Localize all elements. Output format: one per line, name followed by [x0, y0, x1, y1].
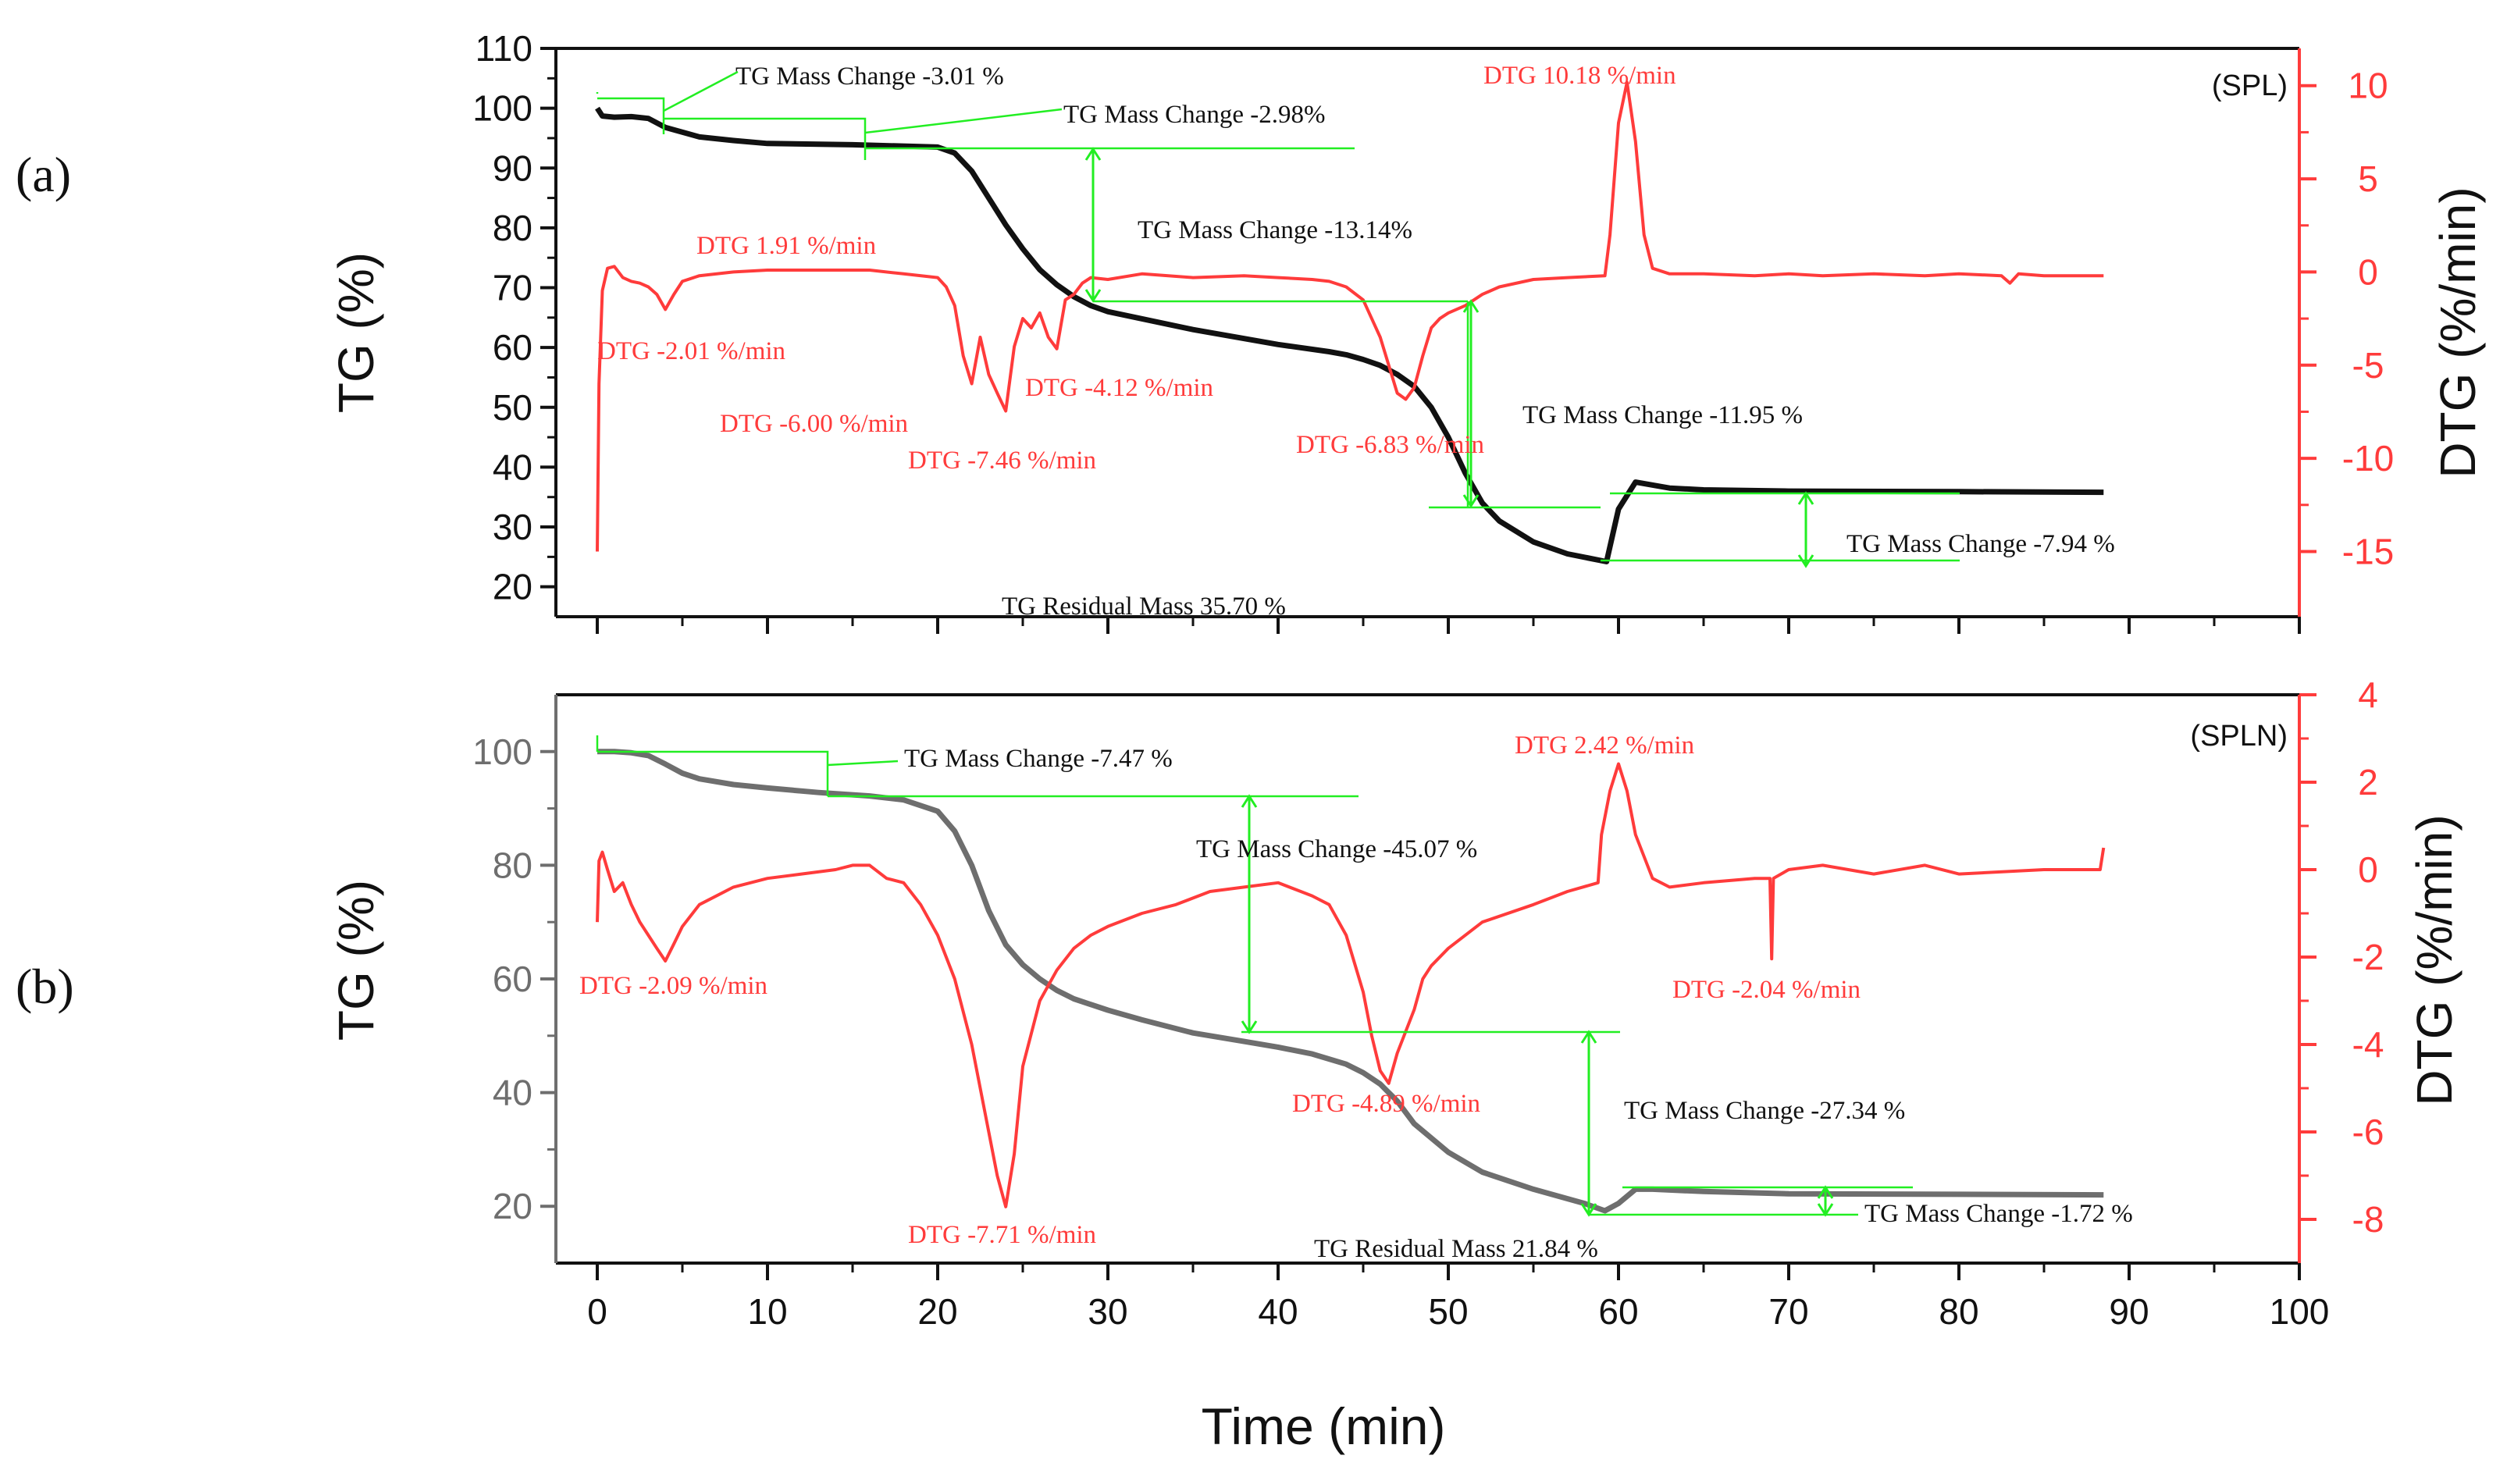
y-left-tick-label: 60	[493, 959, 532, 999]
annotation-arrow-head-up	[1817, 1185, 1834, 1199]
y-right-tick-label: -5	[2352, 345, 2384, 386]
panel-a-label: (a)	[16, 147, 71, 202]
y-left-axis-label: TG (%)	[328, 252, 384, 413]
y-right-tick-label: 0	[2358, 251, 2378, 292]
y-right-tick-label: -2	[2352, 937, 2384, 977]
annotation-guide-line	[827, 760, 899, 767]
y-left-tick-label: 30	[493, 507, 532, 547]
series-line-dtg	[596, 762, 2106, 1208]
annotation-arrow-head-down	[1580, 1203, 1597, 1217]
annotation-guide-line	[864, 108, 1063, 134]
tg-annotation-label: TG Mass Change -27.34 %	[1624, 1097, 1905, 1125]
annotation-arrow-head-up	[1797, 491, 1814, 505]
annotation-arrow-head-down	[1462, 494, 1480, 508]
y-left-tick-label: 100	[472, 731, 532, 772]
y-right-axis-label: DTG (%/min)	[2430, 187, 2486, 478]
x-tick-label: 70	[1768, 1291, 1808, 1332]
annotation-guide-line	[664, 117, 867, 160]
dtg-annotation-label: DTG -2.09 %/min	[579, 972, 767, 1000]
y-right-tick-label: 2	[2358, 762, 2378, 802]
dtg-annotation-label: DTG -7.46 %/min	[908, 447, 1096, 475]
annotation-guide-line	[597, 97, 665, 134]
dtg-annotation-label: DTG -4.89 %/min	[1292, 1090, 1480, 1118]
y-left-tick-label: 20	[493, 1186, 532, 1226]
tg-annotation-label: TG Residual Mass 21.84 %	[1314, 1235, 1598, 1263]
y-left-tick-label: 110	[475, 28, 532, 69]
x-tick-label: 100	[2270, 1291, 2330, 1332]
dtg-annotation-label: DTG 10.18 %/min	[1483, 62, 1676, 90]
chart-panel-spln: 0 10 20 30 40 50 60 70 80 90 10020406080100-8-6-4-…	[328, 674, 2462, 1332]
tg-annotation-label: TG Mass Change -1.72 %	[1864, 1200, 2133, 1228]
panel-b-label: (b)	[16, 959, 74, 1014]
y-right-tick-label: -8	[2352, 1199, 2384, 1240]
x-tick-label: 50	[1428, 1291, 1468, 1332]
annotation-arrow-head-down	[1084, 289, 1102, 303]
y-right-tick-label: -10	[2342, 438, 2394, 479]
series-line-tg	[595, 106, 2104, 564]
dtg-annotation-label: DTG -7.71 %/min	[908, 1221, 1096, 1249]
tg-annotation-label: TG Mass Change -13.14%	[1138, 216, 1412, 244]
tg-annotation-label: TG Mass Change -45.07 %	[1196, 835, 1477, 863]
dtg-annotation-label: DTG 2.42 %/min	[1515, 731, 1694, 760]
y-left-tick-label: 50	[493, 387, 532, 428]
series-line-dtg	[596, 80, 2104, 552]
chart-panel-spl: 20 30 40 50 60 70 80 90 100 110 -15 -10 -5 0 5 10 TG (%)…	[328, 28, 2486, 634]
y-right-tick-label: -4	[2352, 1024, 2384, 1065]
dtg-annotation-label: DTG -6.00 %/min	[720, 410, 908, 438]
tg-annotation-label: TG Mass Change -3.01 %	[735, 62, 1004, 91]
y-left-tick-label: 90	[493, 148, 532, 188]
annotation-arrow-head-down	[1241, 1020, 1258, 1034]
y-right-axis-label: DTG (%/min)	[2406, 814, 2462, 1105]
y-left-axis-label: TG (%)	[328, 880, 384, 1041]
x-tick-label: 60	[1598, 1291, 1638, 1332]
y-left-tick-label: 70	[493, 268, 532, 308]
dtg-annotation-label: DTG -6.83 %/min	[1296, 431, 1484, 459]
series-line-tg	[597, 749, 2104, 1214]
panel-tag: (SPLN)	[2190, 720, 2288, 753]
y-left-tick-label: 40	[493, 447, 532, 487]
tg-annotation-label: TG Mass Change -7.94 %	[1846, 530, 2115, 558]
annotation-arrow-head-down	[1817, 1203, 1834, 1217]
annotation-arrow-head-up	[1580, 1030, 1597, 1044]
y-right-tick-label: -6	[2352, 1112, 2384, 1152]
x-tick-label: 80	[1939, 1291, 1978, 1332]
tg-annotation-label: TG Mass Change -2.98%	[1063, 101, 1325, 129]
y-left-tick-label: 100	[472, 88, 532, 129]
y-right-tick-label: 10	[2348, 66, 2388, 106]
x-tick-label: 40	[1258, 1291, 1298, 1332]
annotation-arrow-head-up	[1462, 299, 1480, 313]
y-left-tick-label: 40	[493, 1073, 532, 1113]
y-left-tick-label: 20	[493, 567, 532, 607]
y-left-tick-label: 80	[493, 208, 532, 248]
dtg-annotation-label: DTG -2.04 %/min	[1672, 976, 1861, 1004]
annotation-guide-line	[663, 70, 739, 112]
tg-annotation-label: TG Mass Change -7.47 %	[904, 745, 1173, 773]
panel-tag: (SPL)	[2212, 69, 2288, 102]
x-axis-label: Time (min)	[1202, 1397, 1446, 1455]
y-left-tick-label: 80	[493, 845, 532, 885]
annotation-guide-line	[597, 750, 829, 796]
x-tick-label: 20	[917, 1291, 957, 1332]
annotation-arrow-head-down	[1797, 554, 1814, 568]
y-right-tick-label: 0	[2358, 849, 2378, 890]
y-right-tick-label: -15	[2342, 531, 2394, 571]
x-tick-label: 30	[1088, 1291, 1127, 1332]
x-tick-label: 90	[2109, 1291, 2149, 1332]
tg-annotation-label: TG Residual Mass 35.70 %	[1002, 593, 1286, 621]
annotation-arrow-head-up	[1084, 147, 1102, 161]
dtg-annotation-label: DTG -4.12 %/min	[1025, 374, 1213, 402]
dtg-annotation-label: DTG 1.91 %/min	[696, 232, 876, 260]
dtg-annotation-label: DTG -2.01 %/min	[597, 337, 785, 365]
tg-annotation-label: TG Mass Change -11.95 %	[1522, 401, 1803, 429]
x-tick-label: 10	[747, 1291, 787, 1332]
y-left-tick-label: 60	[493, 327, 532, 368]
y-right-tick-label: 4	[2358, 674, 2378, 715]
annotation-arrow-head-up	[1241, 794, 1258, 808]
y-right-tick-label: 5	[2358, 158, 2378, 199]
x-tick-label: 0	[587, 1291, 607, 1332]
